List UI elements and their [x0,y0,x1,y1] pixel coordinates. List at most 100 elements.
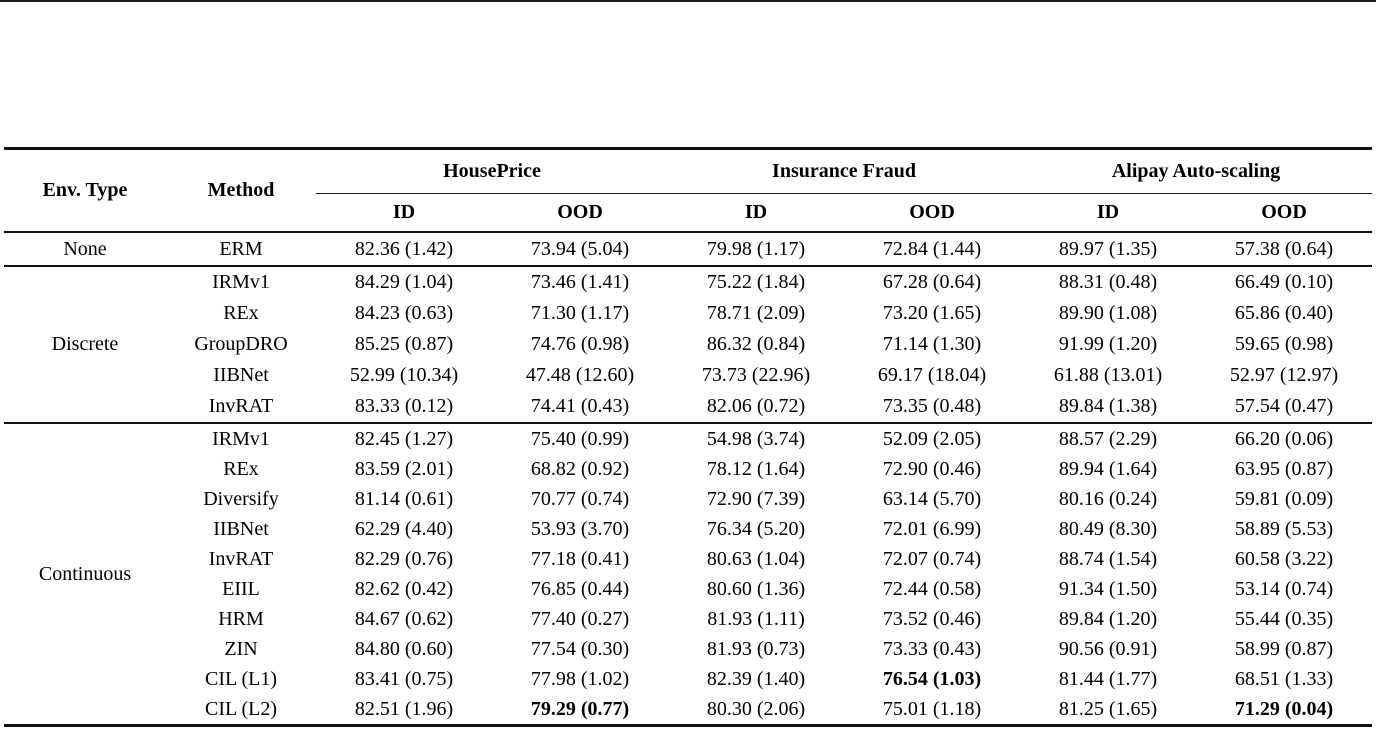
value-cell: 58.99 (0.87) [1234,637,1334,660]
table-row: IIBNet 62.29 (4.40) 53.93 (3.70) 76.34 (5.2… [4,514,1372,544]
method-cell: IRMv1 [212,427,270,450]
table-row: InvRAT 82.29 (0.76) 77.18 (0.41) 80.63 (1.0… [4,544,1372,574]
value-cell: 82.62 (0.42) [354,577,454,600]
group-header-row: Env. Type Method HousePrice Insurance Fr… [4,148,1373,233]
value-cell: 89.84 (1.38) [1020,391,1196,424]
value-cell: 61.88 (13.01) [1053,364,1163,386]
table-row: Diversify 81.14 (0.61) 70.77 (0.74) 72.90 (… [4,484,1372,514]
value-cell: 82.29 (0.76) [354,547,454,570]
col-header-insurance-id: ID [668,193,844,233]
value-cell: 73.94 (5.04) [492,232,668,267]
value-cell: 89.97 (1.35) [1020,232,1196,267]
value-cell: 52.09 (2.05) [882,427,982,450]
value-cell: 79.98 (1.17) [668,232,844,267]
value-cell: 72.90 (7.39) [706,487,806,510]
value-cell: 79.29 (0.77) [492,694,668,727]
value-cell: 66.20 (0.06) [1234,427,1334,450]
value-cell: 73.35 (0.48) [844,391,1020,424]
value-cell: 65.86 (0.40) [1234,302,1334,324]
value-cell: 75.22 (1.84) [706,271,806,293]
method-cell: ERM [166,232,316,267]
value-cell: 68.51 (1.33) [1234,667,1334,690]
value-cell: 52.99 (10.34) [349,364,459,386]
method-cell: CIL (L2) [166,694,316,727]
value-cell: 53.93 (3.70) [530,517,630,540]
value-cell: 81.25 (1.65) [1020,694,1196,727]
value-cell: 81.93 (1.11) [707,607,805,630]
value-cell: 75.01 (1.18) [844,694,1020,727]
value-cell: 76.85 (0.44) [530,577,630,600]
value-cell: 88.57 (2.29) [1058,427,1158,450]
value-cell: 78.71 (2.09) [706,302,806,324]
value-cell: 82.36 (1.42) [316,232,492,267]
value-cell: 66.49 (0.10) [1234,271,1334,293]
value-cell: 80.30 (2.06) [668,694,844,727]
table-row: CIL (L1) 83.41 (0.75) 77.98 (1.02) 82.39 (1… [4,664,1372,694]
value-cell: 73.52 (0.46) [882,607,982,630]
env-type-cell: Discrete [4,266,166,424]
results-table: Env. Type Method HousePrice Insurance Fr… [4,147,1373,727]
value-cell: 77.40 (0.27) [530,607,630,630]
col-header-env-type: Env. Type [4,148,166,233]
value-cell: 83.33 (0.12) [316,391,492,424]
table-row: InvRAT 83.33 (0.12) 74.41 (0.43) 82.06 (0.7… [4,391,1373,424]
table-row: None ERM 82.36 (1.42) 73.94 (5.04) 79.98 (1.… [4,232,1373,267]
value-cell: 82.51 (1.96) [316,694,492,727]
value-cell: 81.93 (0.73) [706,637,806,660]
subheader-row: ID OOD ID OOD ID OOD [4,193,1373,233]
method-cell: InvRAT [166,391,316,424]
env-type-cell: Continuous [4,423,166,727]
col-header-houseprice-id: ID [316,193,492,233]
method-cell: EIIL [222,577,260,600]
value-cell: 85.25 (0.87) [354,333,454,355]
value-cell: 71.29 (0.04) [1196,694,1373,727]
value-cell: 86.32 (0.84) [706,333,806,355]
value-cell: 68.82 (0.92) [530,457,630,480]
value-cell: 89.94 (1.64) [1058,457,1158,480]
value-cell: 91.34 (1.50) [1058,577,1158,600]
method-cell: IRMv1 [212,271,270,293]
value-cell: 84.67 (0.62) [354,607,454,630]
value-cell: 83.59 (2.01) [354,457,454,480]
col-header-alipay-ood: OOD [1196,193,1373,233]
value-cell: 72.90 (0.46) [882,457,982,480]
value-cell: 72.07 (0.74) [882,547,982,570]
col-header-insurance-ood: OOD [844,193,1020,233]
value-cell: 84.80 (0.60) [354,637,454,660]
value-cell: 59.81 (0.09) [1234,487,1334,510]
value-cell: 57.54 (0.47) [1196,391,1373,424]
table-row: Discrete IRMv1 84.29 (1.04) 73.46 (1.41) 75.… [4,266,1372,424]
value-cell: 72.44 (0.58) [882,577,982,600]
env-type-cell: None [4,232,166,267]
col-header-method: Method [166,148,316,233]
table-body: None ERM 82.36 (1.42) 73.94 (5.04) 79.98 (1.… [4,232,1373,727]
method-cell: IIBNet [213,517,269,540]
table-row: CIL (L2) 82.51 (1.96) 79.29 (0.77) 80.30 (2… [4,694,1373,727]
col-group-alipay-auto-scaling: Alipay Auto-scaling [1020,148,1373,194]
value-cell: 73.46 (1.41) [530,271,630,293]
method-cell: Diversify [203,487,279,510]
value-cell: 80.16 (0.24) [1058,487,1158,510]
value-cell: 57.38 (0.64) [1196,232,1373,267]
table-row: ZIN 84.80 (0.60) 77.54 (0.30) 81.93 (0.73) 7… [4,634,1372,664]
value-cell: 82.06 (0.72) [668,391,844,424]
page-top-rule [0,0,1376,2]
value-cell: 91.99 (1.20) [1058,333,1158,355]
value-cell: 82.39 (1.40) [706,667,806,690]
value-cell: 78.12 (1.64) [706,457,806,480]
value-cell: 60.58 (3.22) [1234,547,1334,570]
table-row: Continuous IRMv1 82.45 (1.27) 75.40 (0.99) 5… [4,423,1372,727]
value-cell: 80.60 (1.36) [706,577,806,600]
value-cell: 84.29 (1.04) [354,271,454,293]
value-cell: 76.34 (5.20) [706,517,806,540]
value-cell: 88.31 (0.48) [1058,271,1158,293]
value-cell: 70.77 (0.74) [530,487,630,510]
value-cell: 83.41 (0.75) [354,667,454,690]
value-cell: 89.90 (1.08) [1058,302,1158,324]
table-row: REx 84.23 (0.63) 71.30 (1.17) 78.71 (2.09) 7… [4,298,1372,329]
value-cell: 63.14 (5.70) [882,487,982,510]
value-cell: 80.63 (1.04) [706,547,806,570]
col-header-alipay-id: ID [1020,193,1196,233]
table-row: EIIL 82.62 (0.42) 76.85 (0.44) 80.60 (1.36)… [4,574,1372,604]
